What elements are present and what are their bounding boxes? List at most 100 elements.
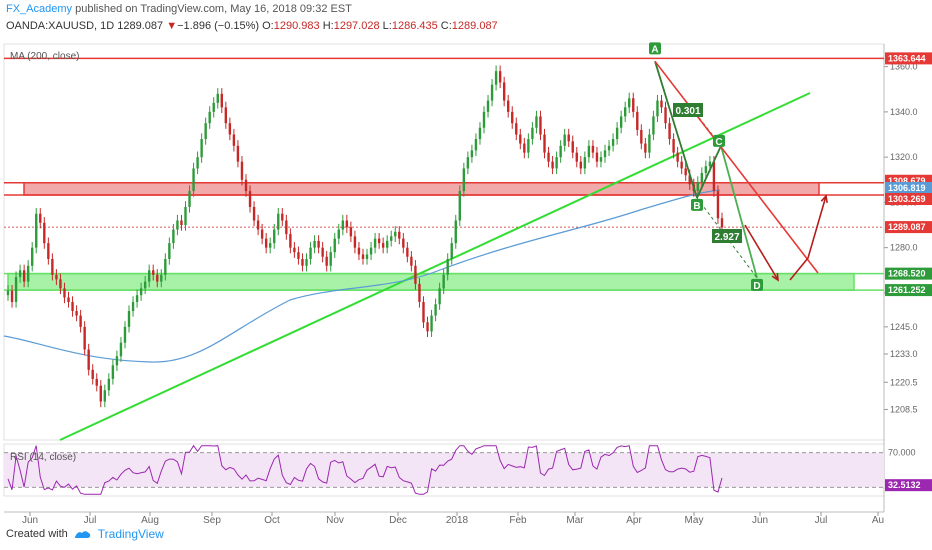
candle-body [95, 378, 98, 386]
candle-body [676, 152, 679, 162]
candle-body [607, 145, 611, 151]
x-tick-label: Apr [626, 515, 642, 526]
candle-body [39, 213, 42, 223]
candle-body [220, 93, 223, 108]
candle-body [583, 157, 587, 169]
pattern-point-a [649, 42, 661, 55]
candle-body [18, 270, 22, 278]
candle-body [712, 161, 716, 192]
price-axis-badge [885, 181, 932, 194]
ma-indicator-label[interactable]: MA (200, close) [10, 51, 80, 62]
x-tick-label: Aug [141, 515, 159, 526]
last-price: 1289.087 [117, 20, 164, 32]
candle-body [107, 378, 111, 391]
y-tick-label: 1320.0 [890, 152, 918, 162]
publish-header: FX_Academy published on TradingView.com,… [6, 3, 352, 16]
candle-body [31, 247, 34, 266]
pattern-leg-cd [720, 145, 758, 279]
candle-body [281, 213, 284, 221]
candle-body [228, 123, 232, 135]
candle-body [111, 365, 115, 379]
candle-body [277, 213, 280, 230]
candle-body [164, 258, 167, 275]
candle-body [623, 107, 627, 117]
x-tick-label: May [685, 515, 704, 526]
candle-body [273, 229, 276, 244]
y-tick-label: 1245.0 [890, 322, 918, 332]
candle-body [507, 100, 510, 112]
candle-body [660, 100, 663, 108]
high-value: 1297.028 [333, 20, 380, 32]
footer: Created with TradingView [6, 527, 164, 541]
candle-body [434, 304, 437, 316]
tradingview-brand[interactable]: TradingView [97, 527, 164, 541]
rsi-indicator-label[interactable]: RSI (14, close) [10, 452, 77, 463]
candle-body [462, 168, 466, 192]
candle-body [716, 191, 720, 219]
candle-body [559, 145, 562, 158]
candle-body [156, 274, 159, 282]
down-arrow-icon: ▼ [166, 20, 178, 32]
candle-body [51, 258, 54, 275]
candle-body [369, 247, 373, 255]
candle-body [482, 111, 486, 128]
candle-body [587, 145, 591, 158]
candle-body [656, 100, 659, 117]
x-tick-label: Dec [389, 515, 407, 526]
candle-body [131, 301, 135, 312]
candle-body [224, 107, 228, 124]
rsi-tick-label: 70.000 [888, 448, 916, 458]
pattern-point-label-c: C [715, 137, 722, 148]
candle-body [361, 254, 365, 259]
candle-body [345, 220, 349, 228]
candle-body [147, 270, 151, 282]
candle-body [6, 290, 10, 296]
candle-body [309, 247, 312, 259]
close-value: 1289.087 [451, 20, 498, 32]
candle-body [341, 220, 345, 230]
candle-body [700, 172, 704, 183]
up-arrow-path [789, 195, 827, 281]
price-axis-badge-label: 1303.269 [888, 194, 926, 204]
candle-body [454, 220, 457, 244]
candle-body [490, 84, 494, 101]
candle-body [35, 213, 38, 248]
price-axis-badge-label: 1306.819 [888, 183, 926, 193]
x-tick-label: Sep [203, 515, 221, 526]
candle-body [426, 322, 429, 332]
candle-body [216, 93, 219, 103]
candle-body [333, 238, 336, 253]
candle-body [523, 143, 526, 153]
candle-body [470, 150, 474, 158]
price-axis-badge-label: 1308.679 [888, 176, 926, 186]
candle-body [143, 281, 147, 289]
candle-body [402, 238, 405, 248]
ratio-label: 2.927 [714, 232, 739, 243]
candle-body [103, 390, 107, 402]
candle-body [668, 123, 671, 140]
pattern-point-b [691, 198, 703, 211]
y-tick-label: 1220.5 [890, 377, 918, 387]
candle-body [680, 161, 683, 169]
x-tick-label: Jul [84, 515, 97, 526]
candle-body [636, 111, 639, 130]
x-tick-label: Jun [752, 515, 768, 526]
candle-body [450, 243, 453, 259]
author-link[interactable]: FX_Academy [6, 3, 73, 15]
candle-body [79, 315, 82, 327]
ratio-badge [712, 229, 742, 243]
candle-body [168, 243, 171, 259]
candle-body [212, 102, 215, 112]
candle-body [152, 270, 155, 275]
candle-body [398, 231, 401, 239]
price-axis-badge-label: 1363.644 [888, 53, 926, 63]
candle-body [684, 168, 687, 176]
candle-body [406, 247, 409, 257]
x-tick-label: Jul [815, 515, 828, 526]
price-axis-badge [885, 52, 932, 65]
candle-body [204, 123, 207, 140]
candle-body [688, 175, 691, 185]
low-label: L: [382, 20, 392, 32]
candle-body [14, 277, 18, 302]
